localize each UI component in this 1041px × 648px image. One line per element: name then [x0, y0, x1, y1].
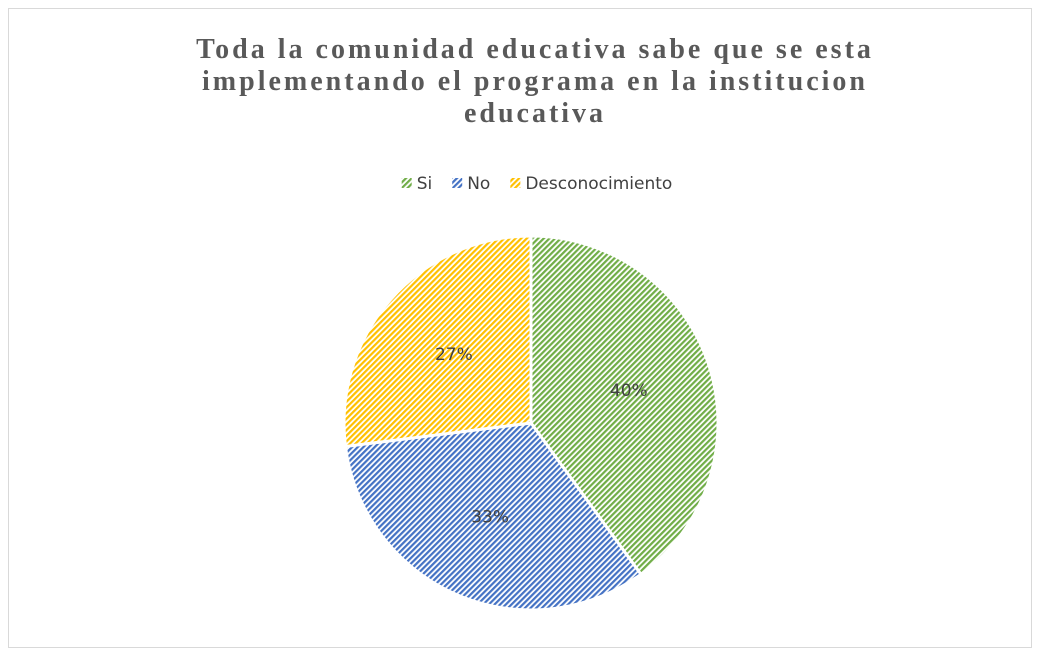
legend-swatch [401, 178, 412, 188]
chart-title: Toda la comunidad educativa sabe que se … [196, 34, 874, 129]
legend-swatch [452, 178, 463, 188]
legend-label: No [467, 174, 490, 194]
pie-slice [529, 234, 720, 577]
data-label: 27% [435, 345, 473, 365]
page: Toda la comunidad educativa sabe que se … [8, 8, 1032, 648]
legend-label: Desconocimiento [525, 174, 672, 194]
legend-swatch [510, 178, 521, 188]
chart: 40% 33% 27% Si No Desconocimiento [342, 174, 720, 612]
legend-label: Si [417, 174, 433, 194]
data-label: 33% [471, 507, 509, 527]
data-label: 40% [610, 381, 648, 401]
pie-slice [343, 421, 644, 612]
pie-slice [342, 234, 533, 449]
legend: Si No Desconocimiento [401, 174, 672, 194]
